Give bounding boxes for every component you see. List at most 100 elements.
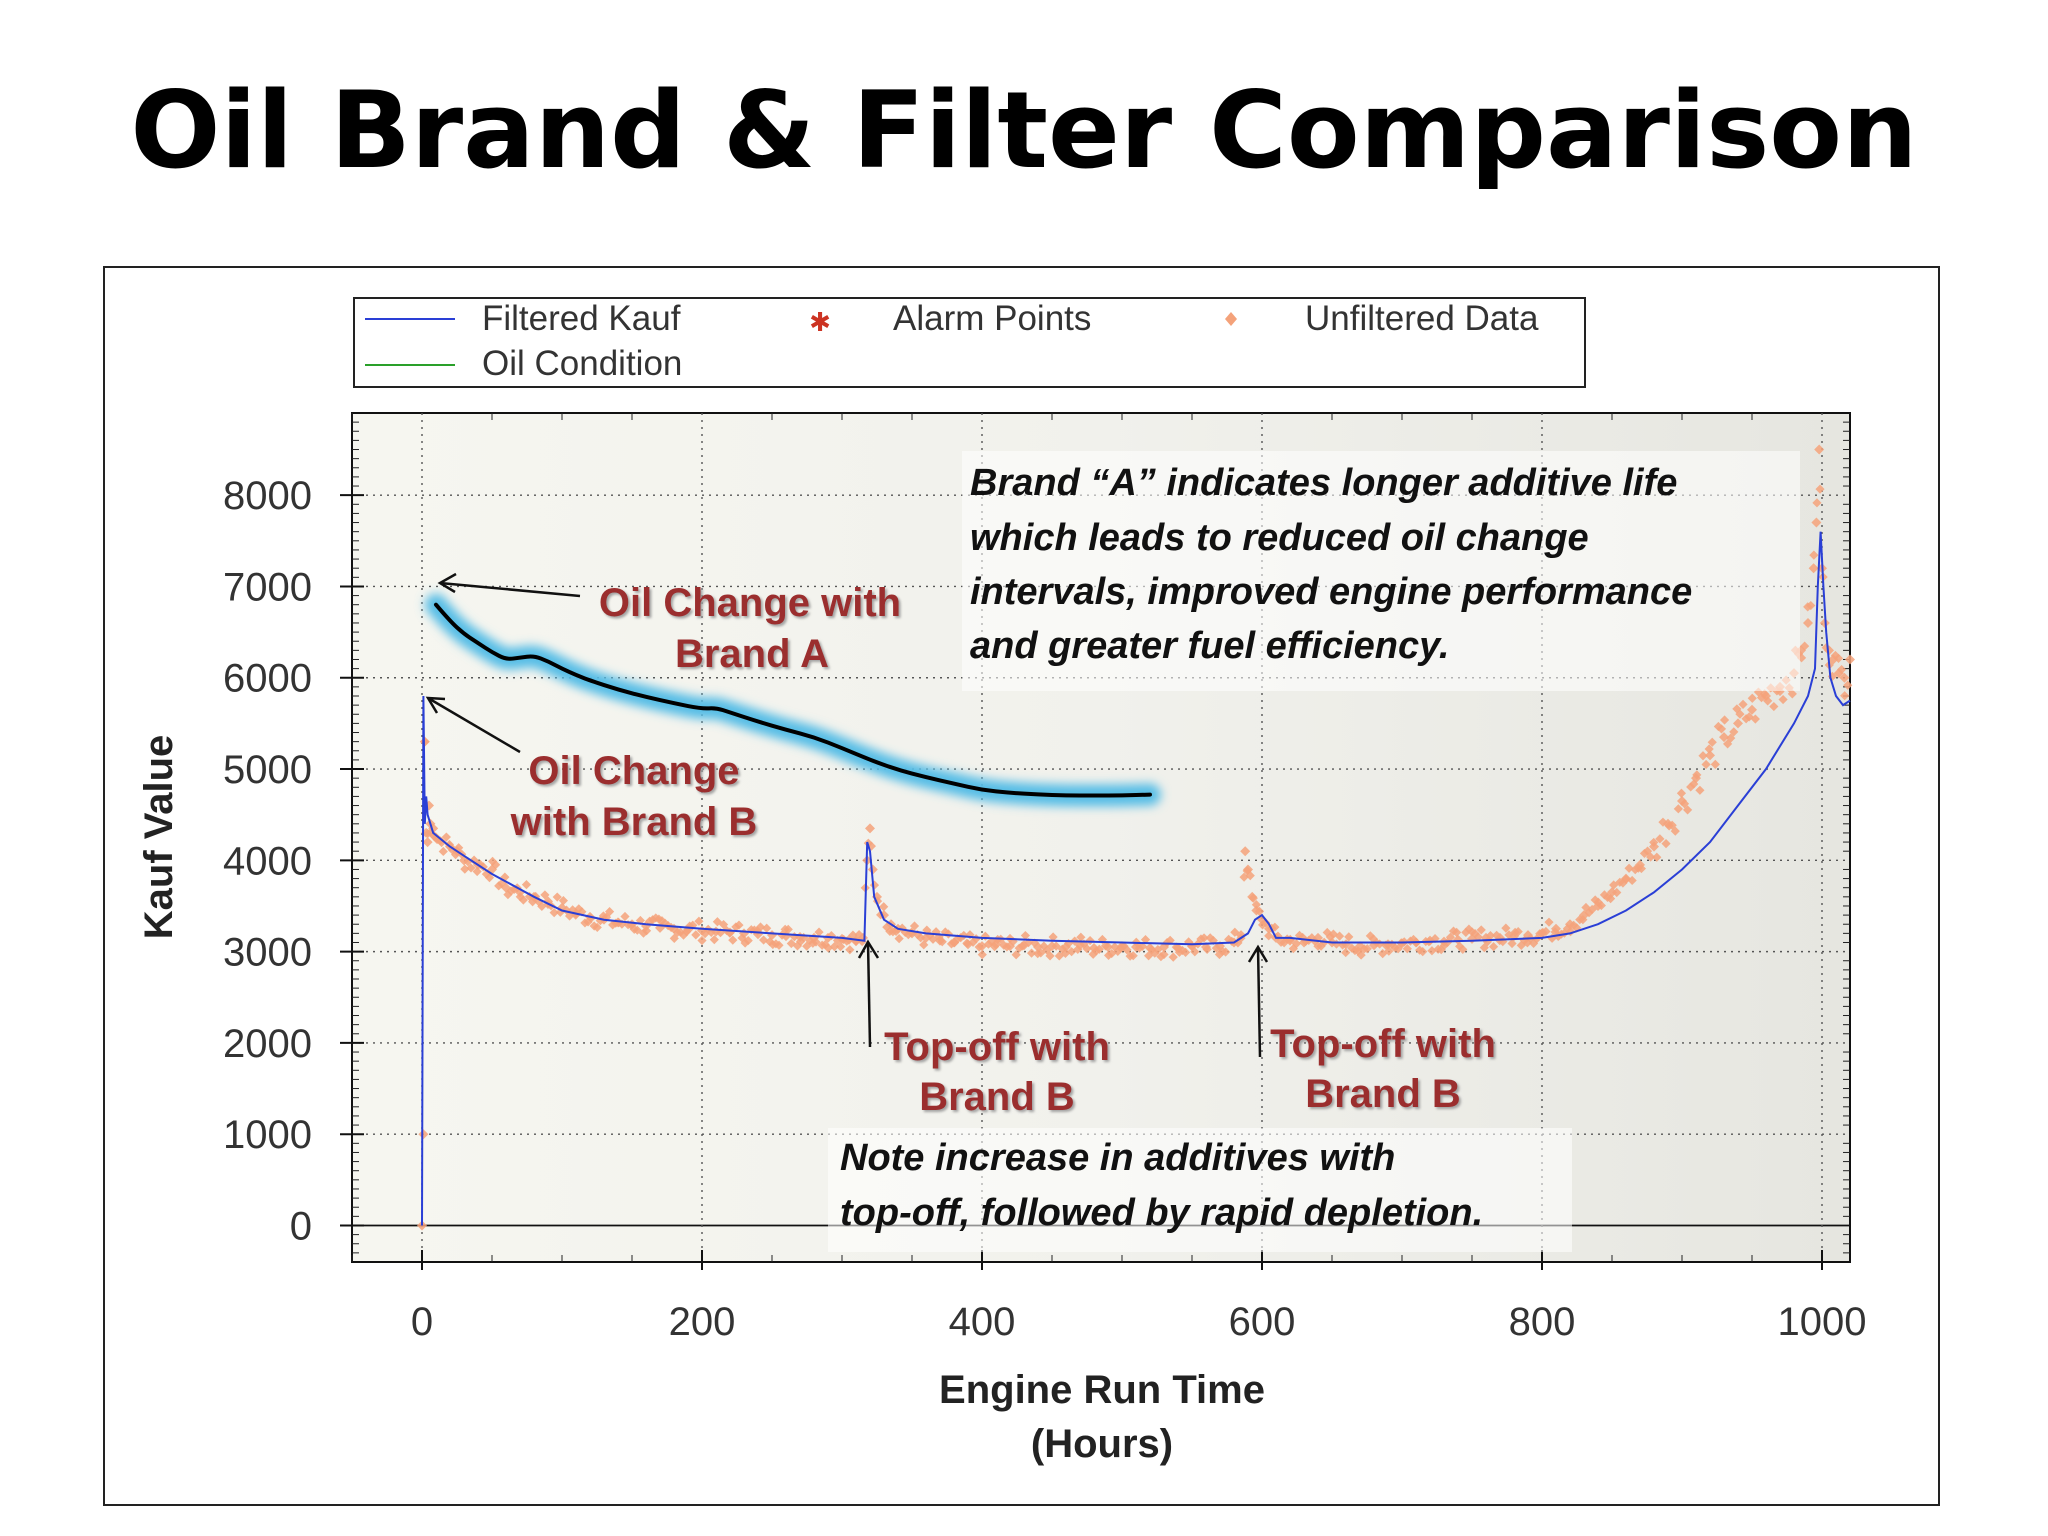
unfiltered-point [1562, 923, 1573, 934]
unfiltered-sample-point [865, 823, 875, 834]
brand-a-note-line-4: and greater fuel efficiency. [970, 625, 1449, 667]
unfiltered-point [1011, 950, 1021, 960]
unfiltered-point [549, 908, 559, 918]
unfiltered-point [755, 922, 766, 932]
unfiltered-point [1177, 945, 1188, 956]
unfiltered-point [1458, 944, 1468, 955]
unfiltered-sample-point [1537, 928, 1547, 939]
legend-unfiltered-swatch [1225, 312, 1237, 326]
unfiltered-point [1815, 484, 1825, 494]
unfiltered-point [1085, 935, 1095, 946]
y-tick-label-3000: 3000 [223, 931, 312, 975]
unfiltered-point [1091, 946, 1101, 956]
unfiltered-point [620, 911, 630, 922]
label-oil-change-b-line-1: Oil Change [528, 749, 739, 793]
unfiltered-point [1344, 932, 1354, 942]
unfiltered-point [811, 937, 821, 947]
unfiltered-sample-point [1677, 795, 1687, 806]
unfiltered-sample-point [921, 932, 931, 943]
unfiltered-sample-point [1251, 905, 1262, 916]
unfiltered-point [528, 897, 538, 907]
unfiltered-point [1356, 950, 1366, 960]
unfiltered-point [965, 930, 975, 940]
unfiltered-point [1747, 693, 1757, 703]
unfiltered-point [1221, 947, 1231, 957]
unfiltered-point [1060, 948, 1071, 958]
unfiltered-point [1581, 902, 1591, 913]
unfiltered-sample-point [1839, 672, 1850, 683]
unfiltered-point [1427, 946, 1437, 956]
unfiltered-point [1501, 923, 1511, 933]
unfiltered-sample-point [1247, 891, 1258, 902]
unfiltered-point [463, 857, 473, 867]
oil-condition-line [434, 602, 1152, 798]
unfiltered-point [574, 904, 584, 914]
unfiltered-point [762, 923, 772, 933]
unfiltered-point [1467, 927, 1477, 937]
unfiltered-sample-point [1579, 910, 1589, 921]
unfiltered-point [959, 930, 969, 941]
unfiltered-point [814, 927, 824, 937]
topoff-note-line-2: top-off, followed by rapid depletion. [840, 1192, 1483, 1234]
unfiltered-point [648, 915, 658, 925]
unfiltered-point [691, 930, 701, 940]
legend: Filtered Kauf ✱ Alarm Points Unfiltered … [353, 297, 1586, 388]
unfiltered-point [540, 890, 550, 900]
unfiltered-point [1670, 826, 1680, 836]
unfiltered-point [469, 855, 479, 865]
unfiltered-point [1655, 834, 1665, 844]
unfiltered-point [561, 905, 572, 915]
slide-title: Oil Brand & Filter Comparison [130, 69, 1918, 192]
topoff-note: Note increase in additives with top-off,… [840, 1137, 1483, 1234]
unfiltered-point [1787, 689, 1797, 699]
unfiltered-sample-point [1833, 668, 1844, 679]
unfiltered-point [1137, 941, 1148, 951]
x-tick-label-800: 800 [1509, 1300, 1576, 1344]
unfiltered-point [1208, 935, 1218, 946]
unfiltered-point [1180, 947, 1191, 957]
y-tick-label-7000: 7000 [223, 565, 312, 609]
unfiltered-point [836, 941, 846, 952]
unfiltered-sample-point [963, 939, 973, 950]
unfiltered-point [1488, 942, 1499, 952]
unfiltered-sample-point [1808, 563, 1819, 574]
x-tick-label-400: 400 [949, 1300, 1016, 1344]
unfiltered-point [1331, 939, 1342, 949]
unfiltered-point [460, 864, 470, 874]
unfiltered-point [1008, 936, 1018, 947]
unfiltered-point [971, 934, 981, 944]
unfiltered-point [1082, 944, 1092, 954]
unfiltered-point [518, 895, 528, 905]
legend-box [353, 297, 1586, 388]
unfiltered-point [1076, 932, 1086, 942]
unfiltered-point [1698, 751, 1708, 761]
unfiltered-point [1341, 947, 1351, 958]
unfiltered-sample-point [1691, 773, 1701, 784]
unfiltered-point [913, 930, 923, 940]
brand-a-note: Brand “A” indicates longer additive life… [970, 462, 1692, 667]
unfiltered-point [1045, 951, 1055, 961]
unfiltered-sample-point [431, 832, 441, 843]
brand-a-note-line-3: intervals, improved engine performance [970, 571, 1692, 613]
unfiltered-point [1128, 951, 1138, 961]
label-topoff-2-line-1: Top-off with [1270, 1022, 1496, 1066]
x-axis-label-line-2: (Hours) [1031, 1422, 1173, 1466]
unfiltered-point [1014, 943, 1024, 953]
unfiltered-point [940, 927, 950, 937]
label-oil-change-a-line-1: Oil Change with [599, 581, 901, 625]
legend-oil-condition-label: Oil Condition [482, 344, 682, 383]
unfiltered-point [1159, 949, 1169, 960]
unfiltered-point [977, 950, 987, 960]
unfiltered-sample-point [613, 917, 623, 928]
label-oil-change-b-line-2: with Brand B [510, 800, 758, 844]
unfiltered-sample-point [1019, 940, 1029, 951]
unfiltered-point [1738, 699, 1748, 709]
unfiltered-point [438, 846, 448, 857]
unfiltered-sample-point [949, 937, 959, 948]
unfiltered-point [1322, 927, 1332, 938]
unfiltered-sample-point [1803, 617, 1813, 628]
unfiltered-point [506, 886, 516, 896]
unfiltered-point [472, 866, 482, 877]
arrow-topoff-1 [866, 941, 872, 1048]
